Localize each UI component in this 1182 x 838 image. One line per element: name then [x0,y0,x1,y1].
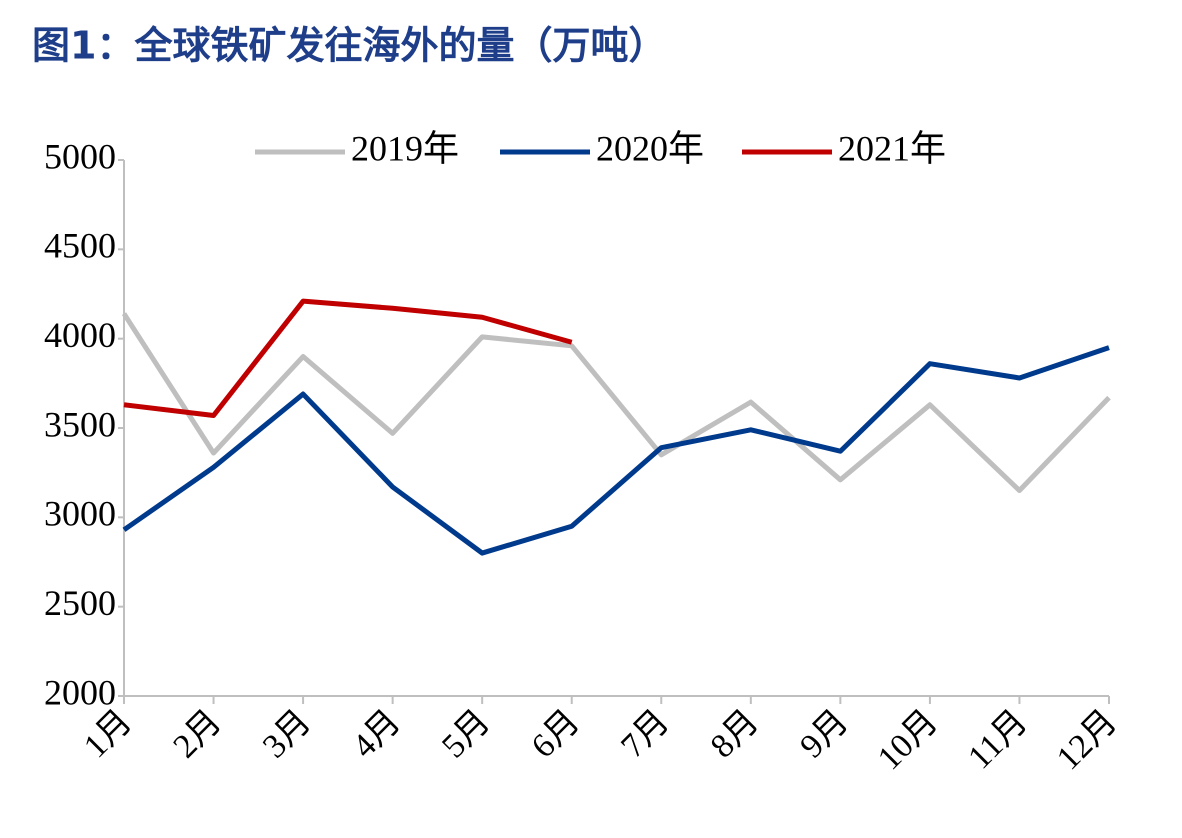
x-tick-label: 8月 [704,703,766,765]
x-tick-label: 7月 [614,703,676,765]
x-tick-label: 12月 [1050,703,1124,777]
y-tick-label: 5000 [44,136,116,176]
series-line [123,298,573,418]
legend-label: 2021年 [838,128,946,168]
series-line [121,312,1111,494]
x-tick-label: 1月 [77,703,139,765]
chart-title: 图1：全球铁矿发往海外的量（万吨） [32,24,666,68]
y-tick-label: 3000 [44,494,116,534]
x-tick-label: 10月 [871,703,945,777]
y-tick-label: 4000 [44,315,116,355]
x-tick-label: 4月 [346,703,408,765]
y-tick-label: 3500 [44,404,116,444]
x-tick-label: 3月 [256,703,318,765]
legend-label: 2020年 [596,128,704,168]
y-tick-label: 2500 [44,583,116,623]
x-tick-label: 2月 [166,703,228,765]
legend-label: 2019年 [351,128,459,168]
series-line [122,345,1110,556]
y-tick-label: 4500 [44,226,116,266]
x-tick-label: 11月 [961,703,1034,776]
y-tick-label: 2000 [44,672,116,712]
x-tick-label: 9月 [793,703,855,765]
x-tick-label: 6月 [525,703,587,765]
x-tick-label: 5月 [435,703,497,765]
